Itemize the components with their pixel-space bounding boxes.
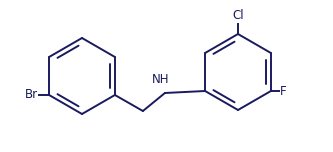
Text: NH: NH <box>152 73 169 86</box>
Text: Br: Br <box>25 88 38 102</box>
Text: F: F <box>280 85 286 97</box>
Text: Cl: Cl <box>232 9 244 22</box>
